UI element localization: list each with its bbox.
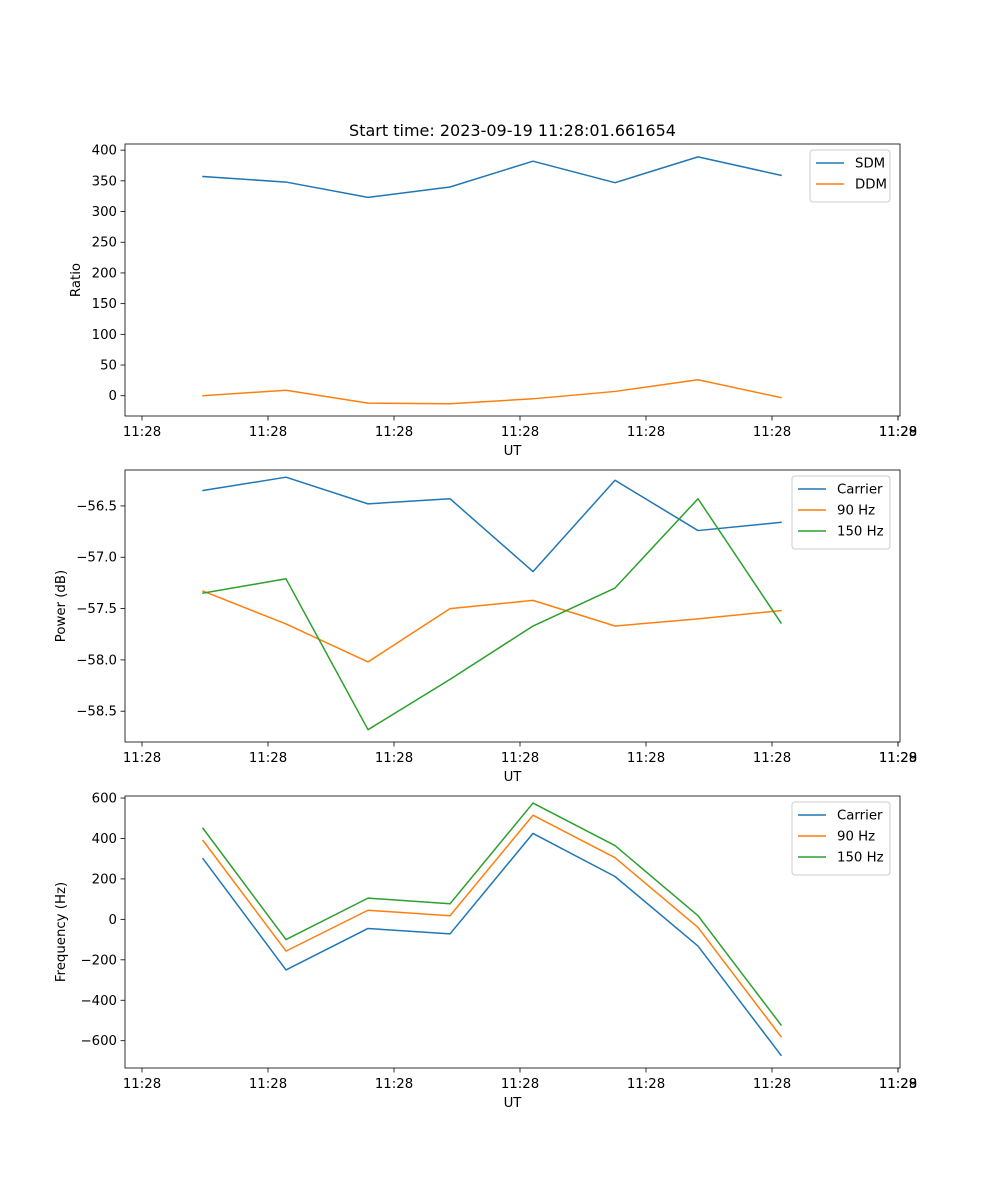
x-tick-label: 11:28: [501, 1077, 539, 1092]
x-tick-label: 11:28: [501, 425, 539, 440]
x-tick-label: 11:28: [375, 751, 413, 766]
x-tick-label: 11:28: [627, 425, 665, 440]
x-tick-label: 11:28: [375, 425, 413, 440]
y-tick-label: 600: [92, 792, 117, 807]
legend-label: 90 Hz: [837, 504, 875, 519]
x-tick-label: 11:28: [879, 425, 917, 440]
series-line-carrier: [202, 476, 782, 573]
series-line-150-hz: [202, 497, 783, 731]
x-tick-label: 11:28: [501, 751, 539, 766]
axes-frame: [124, 795, 901, 1069]
legend: Carrier 90 Hz 150 Hz: [791, 475, 891, 550]
x-tick-label: 11:28: [123, 425, 161, 440]
y-tick-label: −57.5: [76, 602, 117, 617]
x-tick-label: 11:28: [627, 1077, 665, 1092]
series-line-carrier: [201, 832, 783, 1057]
legend-label: SDM: [855, 157, 885, 172]
y-tick-label: 200: [92, 266, 117, 281]
legend: SDM DDM: [809, 149, 891, 203]
legend-label: 150 Hz: [837, 851, 884, 866]
chart-1: Start time: 2023-09-19 11:28:01.661654 11…: [69, 121, 917, 459]
chart-title: Start time: 2023-09-19 11:28:01.661654: [349, 121, 676, 140]
y-tick-label: 400: [92, 832, 117, 847]
chart-2: 11:28 11:28 11:28 11:28 11:28 11:28 11:2811:29…: [54, 469, 917, 785]
series-line-sdm: [202, 156, 782, 199]
y-tick-label: 150: [92, 297, 117, 312]
x-tick-label: 11:28: [879, 1077, 917, 1092]
x-tick-label: 11:28: [627, 751, 665, 766]
legend: Carrier 90 Hz 150 Hz: [791, 801, 891, 876]
y-tick-label: 50: [100, 359, 117, 374]
series-line-90-hz: [202, 590, 782, 663]
series-line-90-hz: [201, 814, 783, 1038]
legend-label: Carrier: [837, 483, 883, 498]
y-axis-label: Ratio: [69, 263, 84, 297]
y-tick-label: −58.0: [76, 653, 117, 668]
axes-frame: [124, 143, 901, 417]
x-tick-label: 11:28: [753, 425, 791, 440]
axes-frame: [124, 469, 901, 743]
y-tick-label: 250: [92, 236, 117, 251]
y-tick-label: −56.5: [76, 499, 117, 514]
legend-label: 90 Hz: [837, 830, 875, 845]
y-tick-label: −58.5: [76, 705, 117, 720]
x-tick-label: 11:28: [123, 751, 161, 766]
y-tick-label: 350: [92, 174, 117, 189]
y-tick-label: −57.0: [76, 551, 117, 566]
series-line-ddm: [202, 379, 782, 405]
legend-label: 150 Hz: [837, 525, 884, 540]
x-axis-label: UT: [504, 770, 523, 785]
y-tick-label: 0: [109, 913, 117, 928]
y-tick-label: 100: [92, 328, 117, 343]
x-tick-label: 11:28: [249, 751, 287, 766]
x-tick-label: 11:28: [753, 751, 791, 766]
y-tick-label: −600: [80, 1034, 117, 1049]
y-axis-label: Power (dB): [54, 570, 69, 642]
y-tick-label: 400: [92, 144, 117, 159]
legend-label: Carrier: [837, 809, 883, 824]
series-line-150-hz: [201, 802, 783, 1026]
x-axis-label: UT: [504, 444, 523, 459]
y-tick-label: −400: [80, 994, 117, 1009]
x-axis-label: UT: [504, 1096, 523, 1111]
x-tick-label: 11:29: [879, 751, 917, 766]
x-tick-label: 11:28: [753, 1077, 791, 1092]
y-axis-label: Frequency (Hz): [54, 882, 69, 982]
x-tick-label: 11:28: [249, 1077, 287, 1092]
y-tick-label: 300: [92, 205, 117, 220]
x-tick-label: 11:28: [375, 1077, 413, 1092]
x-tick-label: 11:29: [879, 1077, 917, 1092]
x-tick-label: 11:28: [879, 751, 917, 766]
chart-3: 11:28 11:28 11:28 11:28 11:28 11:28 11:2811:29…: [54, 792, 917, 1111]
y-tick-label: −200: [80, 953, 117, 968]
y-tick-label: 0: [109, 389, 117, 404]
x-tick-label: 11:28: [249, 425, 287, 440]
x-tick-label: 11:29: [879, 425, 917, 440]
y-tick-label: 200: [92, 872, 117, 887]
x-tick-label: 11:28: [123, 1077, 161, 1092]
legend-label: DDM: [855, 178, 887, 193]
